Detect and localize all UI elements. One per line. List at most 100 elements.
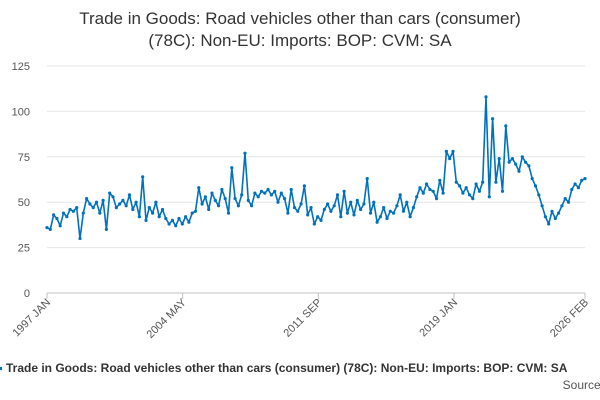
- data-point-3: [55, 216, 59, 221]
- data-point-118: [434, 197, 439, 201]
- data-point-95: [359, 207, 363, 212]
- data-point-7: [68, 207, 72, 212]
- data-point-88: [335, 193, 340, 197]
- data-point-99: [372, 200, 376, 204]
- data-point-86: [329, 209, 333, 213]
- data-point-157: [563, 197, 567, 201]
- y-tick-label-50: 50: [18, 197, 30, 209]
- data-point-146: [527, 164, 531, 168]
- y-tick-label-75: 75: [18, 152, 30, 164]
- data-point-140: [507, 160, 511, 164]
- data-point-159: [570, 187, 574, 192]
- data-point-32: [151, 211, 155, 215]
- data-point-102: [382, 206, 386, 210]
- data-point-27: [134, 200, 138, 204]
- data-point-149: [537, 193, 541, 197]
- data-point-145: [524, 160, 528, 164]
- data-point-43: [187, 220, 191, 224]
- data-point-106: [395, 204, 399, 208]
- data-point-139: [504, 124, 508, 128]
- data-point-26: [131, 207, 135, 212]
- data-point-14: [91, 206, 95, 210]
- data-point-58: [236, 204, 240, 208]
- data-point-87: [332, 204, 336, 208]
- data-point-60: [243, 151, 247, 155]
- legend[interactable]: Trade in Goods: Road vehicles other than…: [0, 359, 600, 379]
- data-point-72: [283, 197, 287, 201]
- data-point-37: [167, 222, 171, 226]
- data-point-104: [388, 209, 392, 213]
- data-point-78: [302, 184, 306, 188]
- data-point-84: [322, 207, 326, 212]
- data-point-103: [385, 216, 389, 221]
- data-point-154: [553, 216, 557, 221]
- data-point-17: [101, 198, 105, 202]
- data-point-71: [279, 191, 283, 195]
- data-point-36: [164, 216, 168, 221]
- data-point-97: [365, 177, 369, 181]
- data-point-48: [203, 195, 207, 199]
- data-point-46: [197, 186, 201, 190]
- data-point-130: [474, 182, 478, 186]
- data-point-134: [487, 195, 491, 199]
- data-point-112: [415, 195, 419, 199]
- data-point-162: [580, 178, 584, 182]
- data-point-47: [200, 202, 204, 206]
- data-point-53: [220, 187, 224, 192]
- data-point-59: [240, 193, 244, 197]
- data-point-67: [266, 187, 270, 192]
- data-point-143: [517, 169, 521, 173]
- data-point-101: [378, 215, 382, 219]
- data-point-163: [583, 177, 587, 181]
- data-point-144: [520, 155, 524, 159]
- data-point-151: [543, 215, 548, 219]
- data-point-56: [230, 166, 234, 170]
- data-point-1: [48, 227, 52, 231]
- data-point-0: [45, 226, 49, 230]
- data-point-49: [207, 207, 211, 212]
- data-point-10: [78, 236, 82, 241]
- data-point-16: [98, 211, 102, 215]
- data-point-117: [431, 189, 435, 193]
- data-point-127: [464, 186, 468, 190]
- data-point-74: [289, 187, 293, 192]
- data-point-129: [471, 197, 475, 201]
- chart-title: Trade in Goods: Road vehicles other than…: [0, 8, 600, 52]
- data-point-61: [246, 198, 250, 202]
- data-point-105: [392, 211, 396, 215]
- data-point-54: [223, 197, 227, 201]
- data-point-111: [411, 206, 415, 210]
- data-point-120: [441, 191, 445, 195]
- data-point-70: [276, 200, 280, 204]
- data-point-114: [421, 191, 425, 195]
- data-point-20: [111, 195, 115, 199]
- data-point-29: [141, 175, 145, 179]
- data-point-22: [118, 202, 122, 206]
- data-point-38: [170, 218, 174, 222]
- data-point-124: [454, 180, 458, 184]
- data-point-92: [349, 200, 353, 204]
- data-point-28: [137, 215, 141, 219]
- data-point-52: [217, 204, 221, 208]
- data-point-63: [253, 191, 257, 195]
- data-point-41: [180, 222, 184, 226]
- data-point-34: [157, 215, 161, 219]
- data-point-131: [477, 189, 481, 193]
- data-point-23: [121, 198, 125, 202]
- y-tick-label-0: 0: [24, 288, 30, 300]
- x-axis: 1997 JAN 2004 MAY 2011 SEP 2019 JAN 2026 FEB: [10, 292, 591, 341]
- data-point-96: [362, 202, 366, 206]
- data-point-19: [108, 191, 112, 195]
- data-point-69: [273, 189, 277, 193]
- data-point-152: [547, 222, 551, 226]
- data-point-44: [190, 211, 194, 215]
- data-point-64: [256, 195, 260, 199]
- data-point-148: [533, 184, 538, 188]
- data-point-135: [491, 117, 495, 121]
- data-point-65: [259, 189, 264, 193]
- data-point-85: [326, 202, 330, 206]
- data-point-122: [448, 157, 452, 161]
- data-point-109: [405, 200, 409, 204]
- y-tick-label-100: 100: [12, 106, 30, 118]
